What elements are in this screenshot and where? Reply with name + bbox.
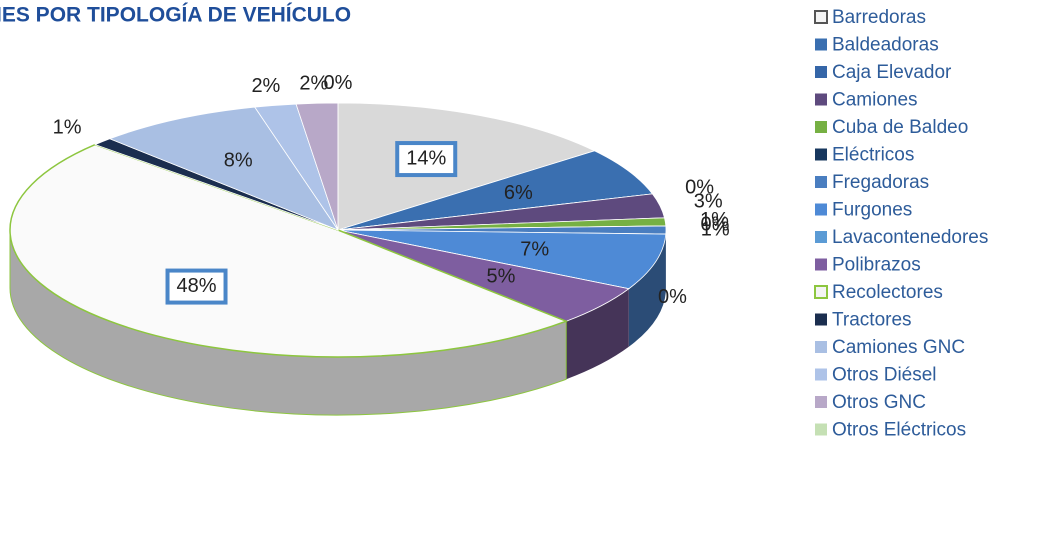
data-label: 8% <box>224 150 253 172</box>
legend-swatch <box>814 285 828 299</box>
chart-title: IES POR TIPOLOGÍA DE VEHÍCULO <box>0 4 351 27</box>
legend-swatch <box>815 313 827 326</box>
legend-swatch <box>815 148 827 161</box>
legend-label: Eléctricos <box>832 145 914 166</box>
legend-label: Otros Eléctricos <box>832 420 966 441</box>
legend-label: Camiones <box>832 90 918 111</box>
legend-label: Cuba de Baldeo <box>832 117 968 138</box>
pie-side <box>566 288 629 380</box>
legend-swatch <box>815 121 827 133</box>
legend-label: Polibrazos <box>832 255 921 276</box>
label-box <box>165 268 228 305</box>
data-label: 0% <box>324 72 353 94</box>
data-label: 0% <box>701 214 730 236</box>
legend-label: Otros GNC <box>832 392 926 413</box>
data-label: 1% <box>700 209 729 231</box>
legend-label: Lavacontenedores <box>832 227 988 248</box>
legend-swatch <box>815 38 827 51</box>
data-label: 6% <box>504 182 533 204</box>
data-label: 1% <box>701 218 730 240</box>
pie-sides <box>9 229 666 416</box>
data-label: 3% <box>694 190 723 212</box>
data-label: 0% <box>685 177 714 199</box>
label-box <box>395 141 458 178</box>
legend-swatch <box>815 176 827 188</box>
legend-swatch <box>814 10 828 24</box>
legend-label: Furgones <box>832 200 912 221</box>
data-label: 5% <box>487 265 516 287</box>
data-label: 1% <box>53 117 82 139</box>
legend: Barredoras Baldeadoras Caja Elevador Camion… <box>814 7 988 441</box>
legend-label: Fregadoras <box>832 172 929 193</box>
data-label: 48% <box>177 275 217 297</box>
legend-swatch <box>815 396 827 408</box>
pie-side <box>628 234 666 347</box>
legend-label: Barredoras <box>832 7 926 28</box>
pie-slice <box>337 102 596 231</box>
pie-slice <box>337 150 654 231</box>
legend-label: Otros Diésel <box>832 365 937 386</box>
legend-label: Recolectores <box>832 282 943 303</box>
legend-swatch <box>815 258 827 271</box>
data-label: 2% <box>299 73 328 95</box>
pie-tops <box>9 102 667 358</box>
legend-swatch <box>815 231 827 243</box>
legend-swatch <box>815 423 827 436</box>
data-label: 7% <box>520 238 549 260</box>
pie-slice <box>108 106 340 231</box>
legend-swatch <box>815 66 827 78</box>
legend-label: Caja Elevador <box>832 62 952 83</box>
data-label: 14% <box>406 147 446 169</box>
legend-swatch <box>815 368 827 381</box>
data-label: 2% <box>251 75 280 97</box>
pie-slice <box>9 143 569 358</box>
legend-label: Tractores <box>832 310 912 331</box>
legend-label: Baldeadoras <box>832 35 939 56</box>
pie-labels: 14%6% 0%3%1%0%1%7%0%5%48%1%8%2% 2%0% <box>53 72 730 308</box>
legend-swatch <box>815 93 827 106</box>
pie-slice <box>337 229 667 290</box>
legend-label: Camiones GNC <box>832 337 965 358</box>
legend-swatch <box>815 341 827 353</box>
legend-swatch <box>815 203 827 216</box>
data-label: 0% <box>658 286 687 308</box>
